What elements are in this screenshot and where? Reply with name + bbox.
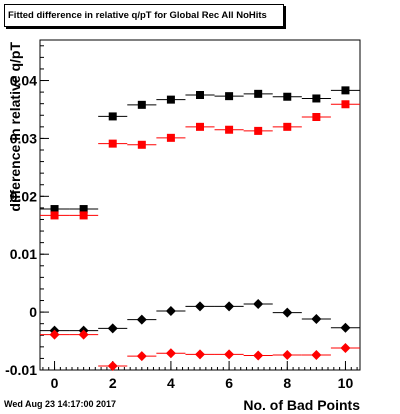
data-point-diamond bbox=[340, 343, 351, 353]
y-tick-label: 0.01 bbox=[10, 246, 37, 262]
data-point-diamond bbox=[49, 329, 60, 340]
data-point-square bbox=[137, 100, 146, 109]
data-point-square bbox=[137, 140, 146, 149]
data-point-square bbox=[312, 94, 321, 103]
data-point-square bbox=[225, 92, 234, 101]
chart-title: Fitted difference in relative q/pT for G… bbox=[4, 4, 284, 27]
y-tick-label: 0.04 bbox=[10, 73, 37, 89]
data-point-square bbox=[254, 126, 263, 135]
x-tick-label: 4 bbox=[167, 375, 175, 391]
x-axis-title: No. of Bad Points bbox=[243, 397, 360, 413]
data-point-square bbox=[341, 86, 350, 95]
data-point-diamond bbox=[340, 322, 351, 333]
timestamp-label: Wed Aug 23 14:17:00 2017 bbox=[4, 399, 117, 409]
y-tick-label: 0 bbox=[29, 304, 37, 320]
data-point-square bbox=[79, 211, 88, 220]
data-point-diamond bbox=[78, 329, 89, 340]
x-tick-label: 8 bbox=[283, 375, 291, 391]
y-tick-label: 0.02 bbox=[10, 188, 37, 204]
x-tick-label: 2 bbox=[109, 375, 117, 391]
data-point-square bbox=[108, 112, 117, 121]
data-point-diamond bbox=[195, 349, 205, 360]
data-point-square bbox=[166, 95, 175, 104]
data-point-square bbox=[254, 89, 263, 98]
data-point-square bbox=[196, 91, 204, 99]
data-point-square bbox=[341, 100, 350, 109]
data-point-diamond bbox=[282, 307, 293, 318]
data-point-square bbox=[166, 133, 175, 142]
data-point-diamond bbox=[253, 299, 264, 309]
data-point-diamond bbox=[165, 348, 176, 359]
data-point-square bbox=[225, 125, 234, 134]
data-point-diamond bbox=[107, 360, 118, 371]
data-point-diamond bbox=[136, 314, 147, 325]
data-point-diamond bbox=[165, 305, 176, 316]
data-point-square bbox=[50, 211, 59, 220]
data-point-square bbox=[196, 122, 204, 131]
data-point-diamond bbox=[311, 314, 322, 325]
data-point-diamond bbox=[224, 349, 235, 360]
data-point-diamond bbox=[195, 301, 205, 312]
data-point-square bbox=[312, 113, 321, 121]
x-tick-label: 0 bbox=[51, 375, 59, 391]
data-point-diamond bbox=[136, 351, 147, 362]
x-tick-label: 10 bbox=[338, 375, 354, 391]
data-point-diamond bbox=[253, 350, 264, 361]
data-point-diamond bbox=[224, 301, 235, 312]
data-point-diamond bbox=[311, 349, 322, 360]
data-point-square bbox=[108, 139, 117, 148]
plot-frame bbox=[39, 39, 361, 371]
data-point-diamond bbox=[107, 323, 118, 334]
data-point-square bbox=[283, 122, 292, 131]
y-tick-label: -0.01 bbox=[5, 362, 37, 378]
data-point-diamond bbox=[282, 349, 293, 360]
data-point-square bbox=[79, 205, 88, 214]
x-tick-label: 6 bbox=[225, 375, 233, 391]
y-tick-label: 0.03 bbox=[10, 130, 37, 146]
data-point-square bbox=[283, 92, 292, 101]
y-axis-title: difference in relative q/pT bbox=[7, 42, 23, 212]
data-point-square bbox=[50, 205, 59, 214]
